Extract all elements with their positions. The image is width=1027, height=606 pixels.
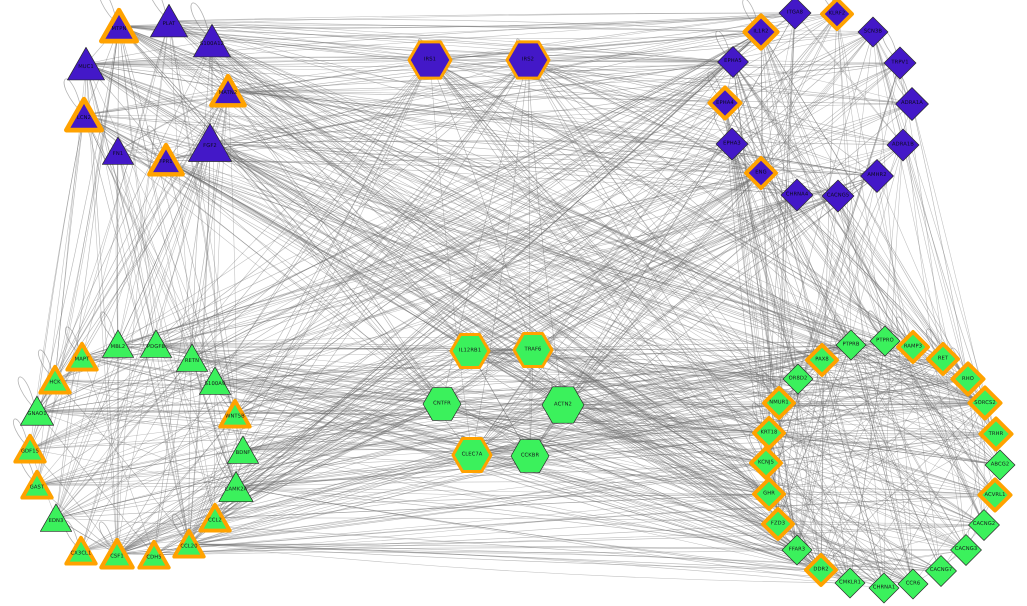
graph-node-il12rb1[interactable]: IL12RB1 (446, 327, 494, 375)
graph-node-adra1a[interactable]: ADRA1A (893, 85, 931, 123)
graph-node-trpv1[interactable]: TRPV1 (881, 44, 918, 81)
graph-node-clec7a[interactable]: CLEC7A (448, 431, 496, 479)
graph-node-mbl2[interactable]: MBL2 (99, 325, 136, 362)
graph-node-matn2[interactable]: MATN2 (205, 68, 252, 115)
graph-node-epha5[interactable]: EPHA5 (715, 44, 751, 80)
graph-node-cdh5[interactable]: CDH5 (133, 534, 175, 576)
graph-node-bdnf[interactable]: BDNF (224, 431, 261, 468)
graph-node-cmklr1[interactable]: CMKLR1 (832, 565, 867, 600)
graph-node-traf6[interactable]: TRAF6 (509, 326, 557, 374)
graph-node-gnao1[interactable]: GNAO1 (17, 391, 56, 430)
graph-node-fn1[interactable]: FN1 (99, 132, 136, 169)
graph-node-ccr6[interactable]: CCR6 (895, 566, 930, 601)
graph-node-s100a12[interactable]: S100A12 (190, 19, 233, 62)
graph-node-cntfr[interactable]: CNTFR (420, 382, 463, 425)
graph-node-muc1[interactable]: MUC1 (64, 42, 107, 85)
graph-node-fpr1[interactable]: FPR1 (143, 137, 190, 184)
graph-node-cckbr[interactable]: CCKBR (508, 434, 551, 477)
graph-node-plat[interactable]: PLAT (147, 0, 190, 43)
graph-node-chrna4[interactable]: CHRNA4 (778, 176, 815, 213)
graph-node-wnt5b[interactable]: WNT5B (214, 393, 256, 435)
graph-node-irs2[interactable]: IRS2 (502, 34, 554, 86)
graph-node-amhr2[interactable]: AMHR2 (858, 157, 896, 195)
graph-node-klrf2[interactable]: KLRF2 (816, 0, 858, 35)
graph-node-pdgfb[interactable]: PDGFB (137, 325, 174, 362)
graph-node-eng[interactable]: ENG (740, 152, 782, 194)
graph-node-actn2[interactable]: ACTN2 (539, 381, 586, 428)
graph-node-fgf2[interactable]: FGF2 (185, 118, 234, 167)
graph-node-epha4[interactable]: EPHA4 (703, 81, 746, 124)
graph-node-cacng5[interactable]: CACNG5 (819, 177, 856, 214)
graph-node-irs1[interactable]: IRS1 (404, 34, 456, 86)
